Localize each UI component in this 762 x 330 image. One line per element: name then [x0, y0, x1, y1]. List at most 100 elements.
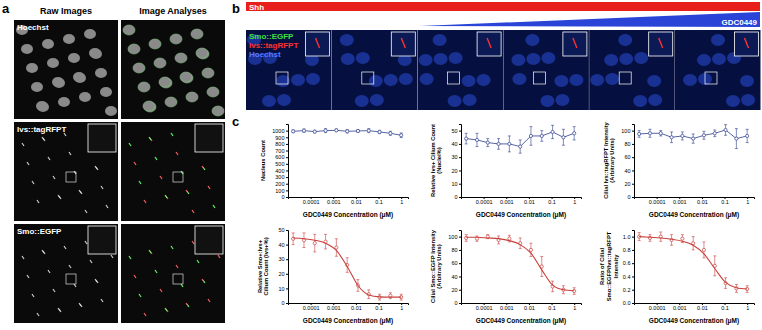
tick-mark: [286, 170, 288, 171]
y-axis-title: Cilial Ivs::tagRFPT Intensity: [603, 121, 609, 198]
data-point: [702, 248, 705, 251]
cilium: [202, 166, 204, 169]
cilium: [42, 250, 44, 253]
y-axis: 0.00.20.40.60.81.0: [623, 231, 635, 307]
tick-mark: [459, 303, 461, 304]
data-point: [292, 130, 295, 133]
nucleus: [634, 52, 648, 64]
x-axis: 0.00010.0010.010.11: [635, 303, 755, 311]
tick: 60: [451, 260, 461, 266]
tick: 0.001: [327, 303, 341, 311]
tick-mark: [632, 303, 634, 304]
nucleus: [170, 34, 182, 44]
tick-label: 100: [448, 234, 457, 240]
cilium: [166, 196, 168, 199]
tick-mark: [632, 157, 634, 158]
inset-marker: [173, 274, 183, 284]
cilium: [69, 152, 71, 155]
data-point: [735, 137, 738, 140]
series-line: [466, 132, 574, 147]
data-point: [746, 134, 749, 137]
data-point: [562, 136, 565, 139]
nucleus: [355, 95, 369, 107]
tick: 0.1: [721, 197, 729, 205]
tick-label: 0.01: [524, 199, 535, 205]
cilium: [95, 166, 97, 169]
nucleus: [419, 54, 433, 66]
error-bar: [648, 129, 651, 137]
error-bar: [335, 239, 338, 257]
nucleus: [196, 48, 208, 58]
micrograph: [246, 30, 332, 110]
data-point: [540, 134, 543, 137]
cilium: [149, 250, 151, 253]
micrograph: [14, 20, 118, 119]
tick-label: 20: [278, 271, 284, 277]
tick: 20: [451, 287, 461, 293]
data-point: [378, 130, 381, 133]
nucleus: [420, 73, 434, 85]
nucleus: [647, 75, 661, 87]
nucleus: [618, 34, 632, 46]
error-bar: [670, 132, 673, 143]
tick: 0.001: [500, 197, 514, 205]
cilium: [186, 190, 188, 193]
chart: 0.00010.0010.010.11020406080100GDC0449 C…: [430, 229, 582, 325]
tick-label: 0.1: [548, 305, 556, 311]
error-bar: [292, 233, 295, 245]
tick: 60: [624, 154, 634, 160]
row-label: Ivs::tagRFPT: [17, 125, 66, 134]
tick-label: 0.0001: [649, 199, 666, 205]
cilium: [401, 38, 405, 48]
nucleus: [165, 97, 177, 107]
tick: 0.0001: [649, 197, 666, 205]
inset-marker: [276, 72, 288, 84]
error-bar: [659, 232, 662, 241]
nucleus: [154, 58, 166, 68]
nucleus: [448, 95, 462, 107]
error-bar: [378, 130, 381, 133]
tick-label: 400: [275, 168, 284, 174]
axis-line: [459, 231, 462, 304]
cilium: [111, 255, 113, 258]
nucleus: [138, 82, 150, 92]
error-bar: [302, 129, 305, 132]
nucleus: [590, 74, 604, 86]
data-point: [551, 130, 554, 133]
cilium: [95, 279, 97, 282]
error-bar: [724, 125, 727, 136]
data-point: [324, 129, 327, 132]
nucleus: [84, 29, 96, 39]
cilium: [213, 205, 215, 208]
error-bar: [465, 235, 468, 242]
error-bar: [346, 130, 349, 133]
error-bar: [648, 235, 651, 242]
x-axis-title: GDC0449 Concentration (μM): [303, 211, 393, 219]
y-axis-title: Cilial Smo::EGFP Intensity: [430, 229, 436, 303]
error-bar: [465, 133, 468, 144]
tick-label: 0.4: [623, 274, 631, 280]
tick-mark: [286, 190, 288, 191]
tick: 0.001: [673, 197, 687, 205]
nucleus: [58, 97, 70, 107]
data-point: [519, 145, 522, 148]
image-background: [121, 20, 225, 119]
cilium: [58, 308, 60, 311]
error-bar: [508, 136, 511, 152]
nucleus: [711, 34, 725, 46]
cilium: [96, 280, 98, 283]
tick: 80: [451, 247, 461, 253]
tick-label: 0.0001: [649, 305, 666, 311]
nucleus: [144, 102, 156, 112]
row-label: Smo::EGFP: [17, 227, 62, 236]
error-bar: [519, 238, 522, 249]
nucleus: [47, 58, 59, 68]
axis-line: [286, 125, 289, 198]
nucleus: [512, 73, 526, 85]
nucleus: [128, 44, 140, 54]
tick-mark: [286, 131, 288, 132]
cilium: [144, 200, 146, 203]
error-bar: [573, 127, 576, 140]
x-axis: 0.00010.0010.010.11: [289, 303, 409, 311]
data-point: [508, 142, 511, 145]
